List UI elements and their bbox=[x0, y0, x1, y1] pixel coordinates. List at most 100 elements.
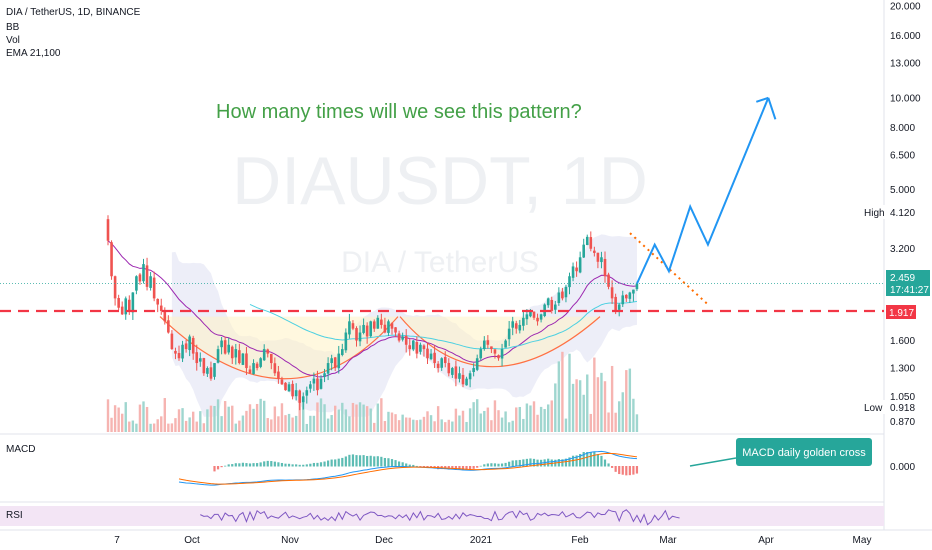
volume-bar bbox=[415, 420, 419, 432]
volume-bar bbox=[170, 423, 174, 432]
price-tick-label: 0.870 bbox=[890, 417, 915, 428]
candle-body bbox=[145, 265, 149, 287]
macd-histogram-bar bbox=[369, 455, 372, 467]
macd-histogram-bar bbox=[625, 466, 628, 476]
candle-body bbox=[333, 357, 337, 369]
support-line bbox=[0, 283, 884, 313]
macd-histogram-bar bbox=[241, 462, 244, 467]
candle-body bbox=[525, 314, 529, 320]
candle-body bbox=[245, 353, 248, 369]
candle-body bbox=[568, 276, 571, 288]
macd-histogram-bar bbox=[518, 459, 521, 467]
candle-body bbox=[191, 337, 195, 354]
time-tick-label: Oct bbox=[184, 535, 200, 546]
macd-histogram-bar bbox=[373, 456, 376, 467]
price-tick-label: 1.300 bbox=[890, 364, 915, 375]
macd-callout-box[interactable] bbox=[736, 438, 872, 466]
macd-histogram-bar bbox=[227, 464, 230, 467]
candle-body bbox=[564, 286, 568, 298]
legend-ema: EMA 21,100 bbox=[6, 48, 61, 59]
time-axis[interactable]: 7 Oct Nov Dec 2021 Feb Mar Apr May bbox=[114, 535, 871, 546]
candle-body bbox=[312, 378, 316, 384]
volume-bar bbox=[160, 416, 163, 432]
macd-histogram-bar bbox=[213, 466, 216, 472]
volume-bar bbox=[429, 415, 433, 432]
volume-bar bbox=[525, 403, 529, 432]
volume-bar bbox=[614, 412, 617, 432]
volume-bar bbox=[522, 418, 525, 432]
candle-body bbox=[362, 324, 365, 333]
macd-histogram-bar bbox=[337, 458, 340, 467]
macd-histogram-bar bbox=[316, 462, 319, 467]
volume-bar bbox=[426, 411, 429, 432]
question-annotation[interactable]: How many times will we see this pattern? bbox=[216, 101, 582, 123]
candle-body bbox=[195, 352, 199, 364]
macd-histogram-bar bbox=[486, 463, 489, 467]
volume-bar bbox=[497, 410, 500, 432]
volume-bar bbox=[202, 423, 206, 432]
candle-body bbox=[294, 390, 298, 397]
macd-histogram-bar bbox=[330, 459, 333, 467]
volume-bar bbox=[504, 411, 507, 432]
candle-body bbox=[422, 345, 426, 350]
candle-body bbox=[539, 314, 543, 320]
candle-body bbox=[248, 369, 252, 374]
volume-bar bbox=[419, 419, 422, 432]
macd-histogram-bar bbox=[220, 466, 223, 468]
macd-histogram-bar bbox=[280, 462, 284, 467]
candle-body bbox=[507, 328, 511, 340]
macd-histogram-bar bbox=[571, 455, 575, 467]
volume-bar bbox=[312, 415, 316, 432]
candle-body bbox=[266, 349, 270, 354]
candle-body bbox=[277, 371, 280, 379]
candle-body bbox=[593, 250, 596, 253]
macd-histogram-bar bbox=[277, 462, 280, 467]
macd-histogram-bar bbox=[348, 454, 351, 467]
candle-body bbox=[341, 349, 344, 355]
candle-body bbox=[376, 317, 380, 329]
candle-body bbox=[113, 276, 117, 299]
volume-bar bbox=[106, 399, 110, 432]
candle-body bbox=[188, 336, 191, 351]
macd-histogram-bar bbox=[295, 464, 298, 467]
macd-histogram-bar bbox=[252, 463, 255, 467]
macd-histogram-bar bbox=[579, 453, 582, 467]
candle-body bbox=[355, 328, 358, 341]
volume-bar bbox=[390, 412, 394, 432]
macd-histogram-bar bbox=[422, 466, 426, 467]
volume-bar bbox=[557, 361, 561, 432]
macd-histogram-bar bbox=[341, 457, 344, 467]
candle-body bbox=[131, 292, 135, 313]
volume-bar bbox=[564, 418, 568, 432]
volume-bar bbox=[294, 415, 298, 432]
candle-body bbox=[458, 373, 461, 379]
candle-body bbox=[475, 358, 479, 370]
volume-bar bbox=[181, 408, 184, 432]
candle-body bbox=[270, 353, 273, 364]
volume-bar bbox=[610, 365, 614, 432]
macd-histogram-bar bbox=[405, 463, 408, 467]
macd-pane bbox=[178, 450, 639, 486]
candle-body bbox=[120, 306, 124, 315]
volume-bar bbox=[284, 415, 287, 432]
candle-body bbox=[383, 324, 387, 333]
candle-body bbox=[522, 317, 525, 326]
projection-arrow bbox=[636, 96, 777, 285]
candle-body bbox=[209, 367, 213, 379]
volume-bar bbox=[192, 411, 195, 432]
candle-body bbox=[408, 345, 412, 350]
candle-body bbox=[546, 298, 550, 306]
macd-histogram-bar bbox=[238, 463, 241, 467]
candle-body bbox=[142, 264, 145, 282]
volume-bar bbox=[628, 368, 632, 432]
volume-bar bbox=[113, 405, 117, 432]
macd-histogram-bar bbox=[621, 466, 624, 475]
candle-body bbox=[415, 342, 419, 354]
macd-histogram-bar bbox=[469, 466, 472, 470]
macd-line bbox=[178, 450, 637, 486]
volume-bar bbox=[397, 420, 401, 432]
price-tick-label: 3.200 bbox=[890, 244, 915, 255]
candle-body bbox=[635, 283, 639, 290]
volume-bar bbox=[255, 403, 259, 432]
